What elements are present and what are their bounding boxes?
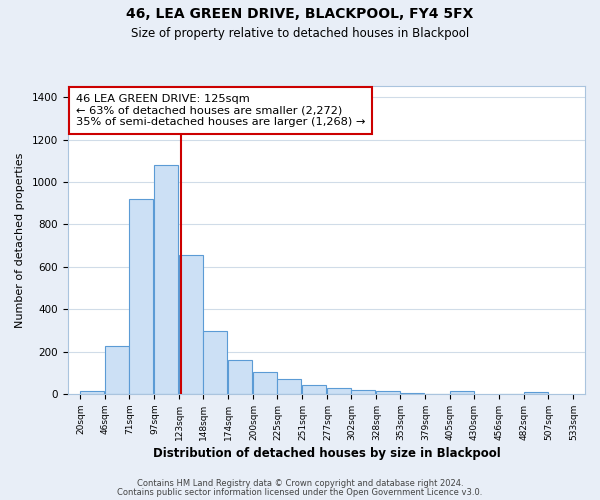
Bar xyxy=(277,378,301,394)
Text: Contains HM Land Registry data © Crown copyright and database right 2024.: Contains HM Land Registry data © Crown c… xyxy=(137,479,463,488)
Bar xyxy=(106,346,130,394)
Bar xyxy=(524,392,548,394)
Bar xyxy=(179,255,203,394)
Bar xyxy=(154,165,178,394)
Y-axis label: Number of detached properties: Number of detached properties xyxy=(15,152,25,328)
Bar xyxy=(400,393,424,394)
Bar xyxy=(80,391,104,394)
Bar xyxy=(302,386,326,394)
Bar xyxy=(352,390,376,394)
Text: Contains public sector information licensed under the Open Government Licence v3: Contains public sector information licen… xyxy=(118,488,482,497)
Bar xyxy=(328,388,352,394)
X-axis label: Distribution of detached houses by size in Blackpool: Distribution of detached houses by size … xyxy=(152,447,500,460)
Bar xyxy=(229,360,253,394)
Bar xyxy=(451,392,475,394)
Text: 46 LEA GREEN DRIVE: 125sqm
← 63% of detached houses are smaller (2,272)
35% of s: 46 LEA GREEN DRIVE: 125sqm ← 63% of deta… xyxy=(76,94,365,128)
Text: 46, LEA GREEN DRIVE, BLACKPOOL, FY4 5FX: 46, LEA GREEN DRIVE, BLACKPOOL, FY4 5FX xyxy=(127,8,473,22)
Bar xyxy=(253,372,277,394)
Bar xyxy=(203,332,227,394)
Bar xyxy=(130,199,154,394)
Bar xyxy=(376,391,400,394)
Text: Size of property relative to detached houses in Blackpool: Size of property relative to detached ho… xyxy=(131,28,469,40)
